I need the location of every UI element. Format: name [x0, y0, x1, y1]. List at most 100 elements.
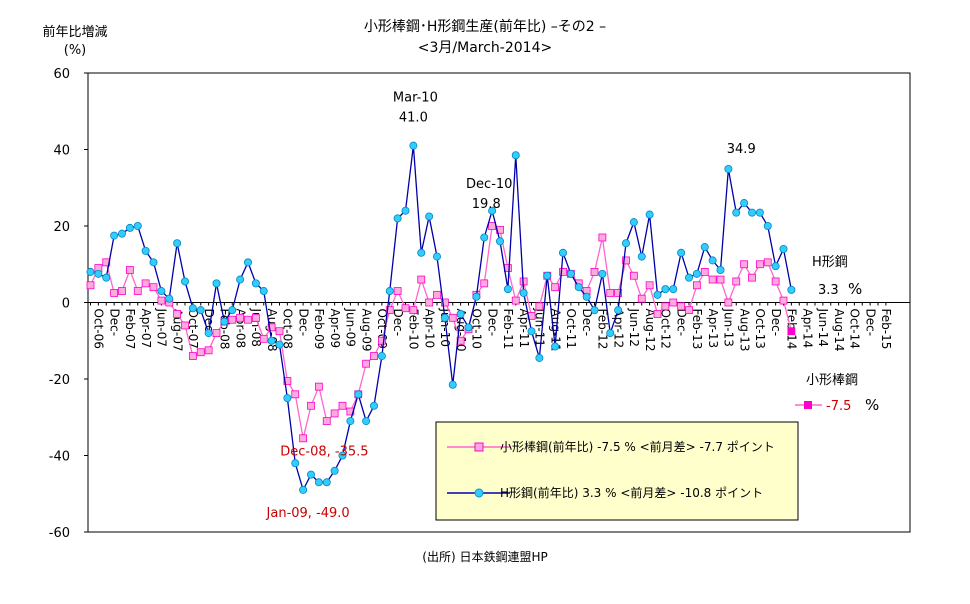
- point-small-bar: [598, 233, 607, 242]
- h-end-label: H形鋼: [812, 255, 848, 270]
- point-small-bar: [488, 222, 497, 230]
- x-tick-label: Apr-13: [706, 309, 720, 349]
- point-h-beam: [748, 208, 757, 217]
- annotation-label: Dec-10: [466, 177, 512, 192]
- point-h-beam: [787, 285, 796, 294]
- x-tick-label: Dec-: [202, 309, 216, 337]
- point-h-beam: [645, 210, 654, 219]
- point-small-bar: [417, 275, 426, 284]
- x-tick-label: Dec-: [674, 309, 688, 337]
- x-tick-label: Aug-14: [832, 309, 846, 352]
- source-note: (出所) 日本鉄鋼連盟HP: [422, 549, 547, 564]
- point-small-bar: [433, 290, 441, 299]
- s-end-label: 小形棒鋼: [806, 373, 858, 388]
- point-small-bar: [779, 296, 788, 305]
- x-tick-label: Oct-14: [848, 309, 862, 349]
- point-small-bar: [590, 267, 599, 276]
- point-small-bar: [440, 298, 449, 307]
- point-h-beam: [519, 288, 528, 297]
- point-h-beam: [236, 275, 245, 284]
- point-h-beam: [669, 285, 678, 294]
- x-tick-label: Dec-: [107, 309, 121, 337]
- point-h-beam: [551, 342, 560, 351]
- point-small-bar: [771, 277, 780, 286]
- point-small-bar: [291, 390, 300, 399]
- h-end-value: 3.3: [818, 283, 839, 298]
- point-h-beam: [212, 279, 221, 288]
- point-small-bar: [677, 302, 686, 311]
- y-tick-label: 0: [62, 297, 70, 312]
- point-small-bar: [307, 401, 315, 410]
- point-small-bar: [614, 289, 623, 297]
- s-end-legend-marker: [804, 401, 812, 409]
- point-h-beam: [125, 223, 134, 232]
- point-h-beam: [299, 485, 308, 494]
- point-small-bar: [409, 306, 418, 315]
- point-small-bar: [708, 275, 717, 284]
- point-h-beam: [629, 218, 638, 227]
- x-tick-label: Aug-12: [643, 309, 657, 352]
- point-small-bar: [251, 313, 260, 322]
- point-h-beam: [346, 417, 355, 426]
- point-small-bar: [511, 296, 520, 305]
- point-h-beam: [393, 214, 402, 223]
- point-h-beam: [385, 287, 394, 296]
- chart-title: 小形棒鋼･H形鋼生産(前年比) –その2 –: [363, 19, 607, 35]
- point-h-beam: [173, 239, 182, 248]
- point-h-beam: [425, 212, 434, 221]
- x-tick-label: Dec-: [296, 309, 310, 337]
- annotation-label: Dec-08, -35.5: [280, 444, 368, 459]
- point-small-bar: [370, 352, 378, 360]
- point-small-bar: [86, 281, 95, 290]
- point-h-beam: [543, 271, 552, 280]
- point-small-bar: [425, 298, 434, 307]
- x-tick-label: Dec-: [391, 309, 405, 337]
- point-h-beam: [283, 394, 292, 403]
- point-h-beam: [220, 317, 229, 326]
- point-small-bar: [259, 334, 268, 343]
- point-h-beam: [559, 248, 568, 257]
- point-h-beam: [456, 309, 465, 318]
- legend-text-s: 小形棒鋼(前年比) -7.5 % <前月差> -7.7 ポイント: [500, 439, 775, 454]
- point-small-bar: [322, 417, 331, 425]
- point-small-bar: [740, 260, 749, 269]
- point-h-beam: [267, 336, 276, 345]
- point-small-bar: [133, 287, 142, 295]
- point-h-beam: [464, 323, 473, 332]
- point-h-beam: [133, 221, 142, 230]
- chart-subtitle: <3月/March-2014>: [417, 40, 553, 56]
- x-tick-label: Jun-13: [722, 308, 736, 347]
- point-small-bar: [283, 377, 292, 385]
- point-h-beam: [291, 459, 300, 468]
- point-h-beam: [409, 141, 418, 150]
- point-small-bar: [669, 298, 678, 307]
- point-h-beam: [716, 265, 725, 274]
- x-tick-label: Oct-07: [186, 309, 200, 349]
- point-small-bar: [173, 310, 182, 318]
- x-tick-label: Dec-: [580, 309, 594, 337]
- point-h-beam: [354, 390, 363, 399]
- point-h-beam: [432, 252, 441, 261]
- x-tick-label: Feb-15: [879, 309, 893, 350]
- point-small-bar: [622, 256, 630, 265]
- point-small-bar: [338, 401, 347, 410]
- point-h-beam: [306, 470, 315, 479]
- point-h-beam: [495, 237, 504, 246]
- point-h-beam: [503, 285, 512, 294]
- legend-box: [435, 421, 799, 521]
- point-small-bar: [787, 327, 796, 336]
- x-tick-label: Aug-09: [359, 309, 373, 352]
- x-tick-label: Feb-09: [312, 309, 326, 350]
- point-small-bar: [362, 359, 371, 368]
- y-tick-label: -20: [49, 373, 70, 388]
- point-h-beam: [614, 306, 623, 315]
- x-tick-label: Dec-: [485, 309, 499, 337]
- point-h-beam: [622, 239, 631, 248]
- x-tick-label: Oct-11: [564, 309, 578, 349]
- point-h-beam: [700, 243, 709, 252]
- point-h-beam: [740, 199, 749, 208]
- point-small-bar: [637, 294, 646, 303]
- point-h-beam: [377, 352, 386, 361]
- legend-marker-h: [474, 488, 484, 498]
- point-small-bar: [645, 281, 654, 290]
